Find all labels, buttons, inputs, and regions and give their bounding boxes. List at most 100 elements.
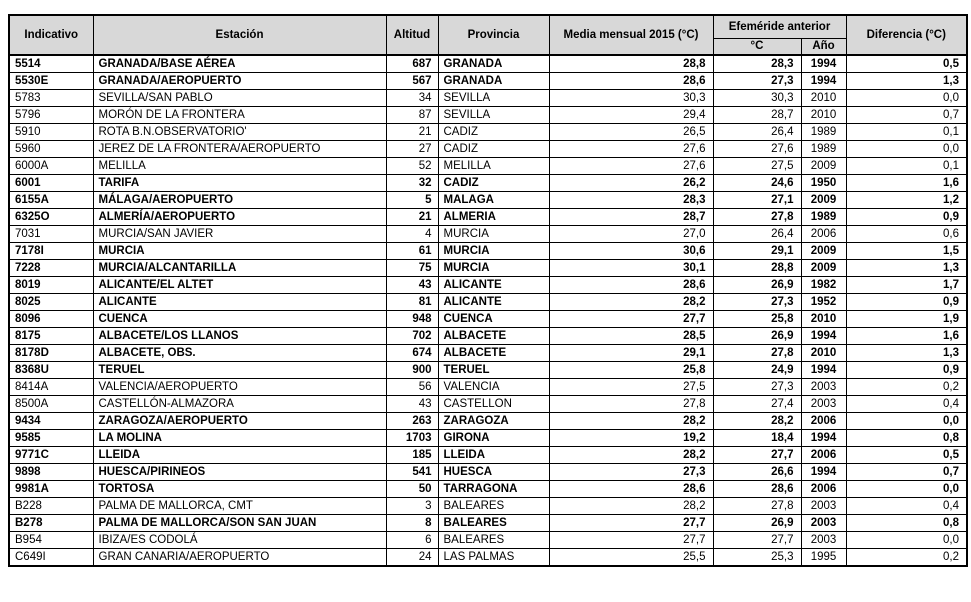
cell-efemeride-c: 27,8 [712,497,802,515]
cell-provincia: CADIZ [437,123,550,141]
cell-estacion: MURCIA [92,242,387,260]
cell-altitud: 3 [385,497,439,515]
cell-efemeride-ano: 1989 [800,208,847,226]
cell-altitud: 8 [385,514,439,532]
cell-estacion: GRANADA/BASE AÉREA [92,54,387,73]
cell-media-mensual: 28,2 [548,446,714,464]
cell-estacion: ZARAGOZA/AEROPUERTO [92,412,387,430]
cell-provincia: ALMERIA [437,208,550,226]
cell-media-mensual: 26,2 [548,174,714,192]
cell-diferencia: 0,1 [845,157,968,175]
cell-estacion: SEVILLA/SAN PABLO [92,89,387,107]
cell-diferencia: 1,7 [845,276,968,294]
cell-efemeride-ano: 1994 [800,429,847,447]
cell-efemeride-c: 29,1 [712,242,802,260]
cell-efemeride-c: 26,9 [712,276,802,294]
cell-media-mensual: 28,6 [548,72,714,90]
cell-indicativo: B278 [8,514,94,532]
cell-altitud: 43 [385,276,439,294]
cell-media-mensual: 27,6 [548,140,714,158]
cell-estacion: ALMERÍA/AEROPUERTO [92,208,387,226]
cell-altitud: 24 [385,548,439,567]
cell-altitud: 6 [385,531,439,549]
cell-efemeride-c: 27,4 [712,395,802,413]
cell-provincia: CASTELLON [437,395,550,413]
cell-indicativo: C649I [8,548,94,567]
cell-provincia: MURCIA [437,259,550,277]
cell-indicativo: B228 [8,497,94,515]
table-row: 8019 ALICANTE/EL ALTET 43 ALICANTE 28,6 … [8,276,968,294]
cell-efemeride-ano: 1994 [800,361,847,379]
cell-estacion: ROTA B.N.OBSERVATORIO' [92,123,387,141]
table-row: 7178I MURCIA 61 MURCIA 30,6 29,1 2009 1,… [8,242,968,260]
cell-indicativo: 6325O [8,208,94,226]
cell-media-mensual: 28,5 [548,327,714,345]
cell-media-mensual: 28,8 [548,54,714,73]
cell-efemeride-c: 27,1 [712,191,802,209]
cell-efemeride-c: 28,7 [712,106,802,124]
cell-efemeride-c: 27,7 [712,446,802,464]
cell-media-mensual: 29,1 [548,344,714,362]
cell-media-mensual: 25,5 [548,548,714,567]
cell-diferencia: 0,1 [845,123,968,141]
cell-altitud: 87 [385,106,439,124]
cell-efemeride-c: 27,6 [712,140,802,158]
cell-provincia: GRANADA [437,72,550,90]
cell-estacion: VALENCIA/AEROPUERTO [92,378,387,396]
cell-efemeride-ano: 1982 [800,276,847,294]
table-row: C649I GRAN CANARIA/AEROPUERTO 24 LAS PAL… [8,548,968,567]
cell-provincia: MURCIA [437,225,550,243]
cell-indicativo: 8414A [8,378,94,396]
cell-estacion: TORTOSA [92,480,387,498]
cell-media-mensual: 28,2 [548,293,714,311]
cell-efemeride-c: 28,8 [712,259,802,277]
cell-efemeride-ano: 2010 [800,106,847,124]
cell-indicativo: 6001 [8,174,94,192]
cell-provincia: MELILLA [437,157,550,175]
cell-provincia: HUESCA [437,463,550,481]
cell-diferencia: 0,8 [845,429,968,447]
cell-diferencia: 0,4 [845,395,968,413]
cell-media-mensual: 25,8 [548,361,714,379]
cell-efemeride-ano: 2006 [800,446,847,464]
cell-diferencia: 1,6 [845,327,968,345]
cell-estacion: IBIZA/ES CODOLÁ [92,531,387,549]
table-row: 9981A TORTOSA 50 TARRAGONA 28,6 28,6 200… [8,480,968,498]
cell-provincia: ALBACETE [437,327,550,345]
cell-provincia: BALEARES [437,531,550,549]
cell-media-mensual: 30,1 [548,259,714,277]
cell-indicativo: 5796 [8,106,94,124]
col-header-media-mensual: Media mensual 2015 (°C) [548,14,714,56]
cell-estacion: MURCIA/SAN JAVIER [92,225,387,243]
cell-indicativo: 8096 [8,310,94,328]
cell-media-mensual: 28,3 [548,191,714,209]
cell-diferencia: 0,4 [845,497,968,515]
cell-estacion: ALICANTE [92,293,387,311]
cell-media-mensual: 28,7 [548,208,714,226]
cell-altitud: 948 [385,310,439,328]
cell-altitud: 21 [385,208,439,226]
cell-altitud: 702 [385,327,439,345]
cell-efemeride-c: 28,3 [712,54,802,73]
cell-diferencia: 0,0 [845,140,968,158]
cell-media-mensual: 28,6 [548,276,714,294]
cell-indicativo: 6000A [8,157,94,175]
cell-provincia: SEVILLA [437,106,550,124]
cell-estacion: GRANADA/AEROPUERTO [92,72,387,90]
cell-diferencia: 1,9 [845,310,968,328]
table-body: 5514 GRANADA/BASE AÉREA 687 GRANADA 28,8… [8,54,968,567]
cell-efemeride-ano: 2003 [800,378,847,396]
cell-indicativo: 5910 [8,123,94,141]
cell-provincia: LLEIDA [437,446,550,464]
table-row: 8368U TERUEL 900 TERUEL 25,8 24,9 1994 0… [8,361,968,379]
cell-efemeride-c: 25,8 [712,310,802,328]
table-header: Indicativo Estación Altitud Provincia Me… [8,14,968,56]
cell-altitud: 81 [385,293,439,311]
cell-estacion: ALICANTE/EL ALTET [92,276,387,294]
cell-media-mensual: 27,7 [548,514,714,532]
cell-altitud: 674 [385,344,439,362]
cell-provincia: ALBACETE [437,344,550,362]
cell-diferencia: 0,9 [845,293,968,311]
col-header-estacion: Estación [92,14,387,56]
cell-diferencia: 1,3 [845,72,968,90]
